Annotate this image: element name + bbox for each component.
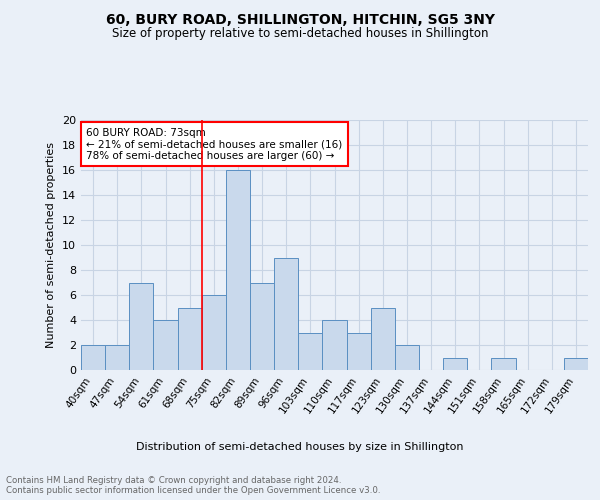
Bar <box>226 170 250 370</box>
Bar <box>371 308 395 370</box>
Text: Distribution of semi-detached houses by size in Shillington: Distribution of semi-detached houses by … <box>136 442 464 452</box>
Bar <box>154 320 178 370</box>
Bar <box>129 282 154 370</box>
Bar <box>105 345 129 370</box>
Bar <box>298 332 322 370</box>
Bar <box>564 358 588 370</box>
Bar <box>178 308 202 370</box>
Bar <box>274 258 298 370</box>
Text: Contains HM Land Registry data © Crown copyright and database right 2024.
Contai: Contains HM Land Registry data © Crown c… <box>6 476 380 495</box>
Bar <box>202 295 226 370</box>
Y-axis label: Number of semi-detached properties: Number of semi-detached properties <box>46 142 56 348</box>
Text: 60, BURY ROAD, SHILLINGTON, HITCHIN, SG5 3NY: 60, BURY ROAD, SHILLINGTON, HITCHIN, SG5… <box>106 12 494 26</box>
Bar <box>322 320 347 370</box>
Text: Size of property relative to semi-detached houses in Shillington: Size of property relative to semi-detach… <box>112 28 488 40</box>
Bar <box>443 358 467 370</box>
Text: 60 BURY ROAD: 73sqm
← 21% of semi-detached houses are smaller (16)
78% of semi-d: 60 BURY ROAD: 73sqm ← 21% of semi-detach… <box>86 128 343 160</box>
Bar <box>491 358 515 370</box>
Bar <box>395 345 419 370</box>
Bar <box>81 345 105 370</box>
Bar <box>347 332 371 370</box>
Bar <box>250 282 274 370</box>
